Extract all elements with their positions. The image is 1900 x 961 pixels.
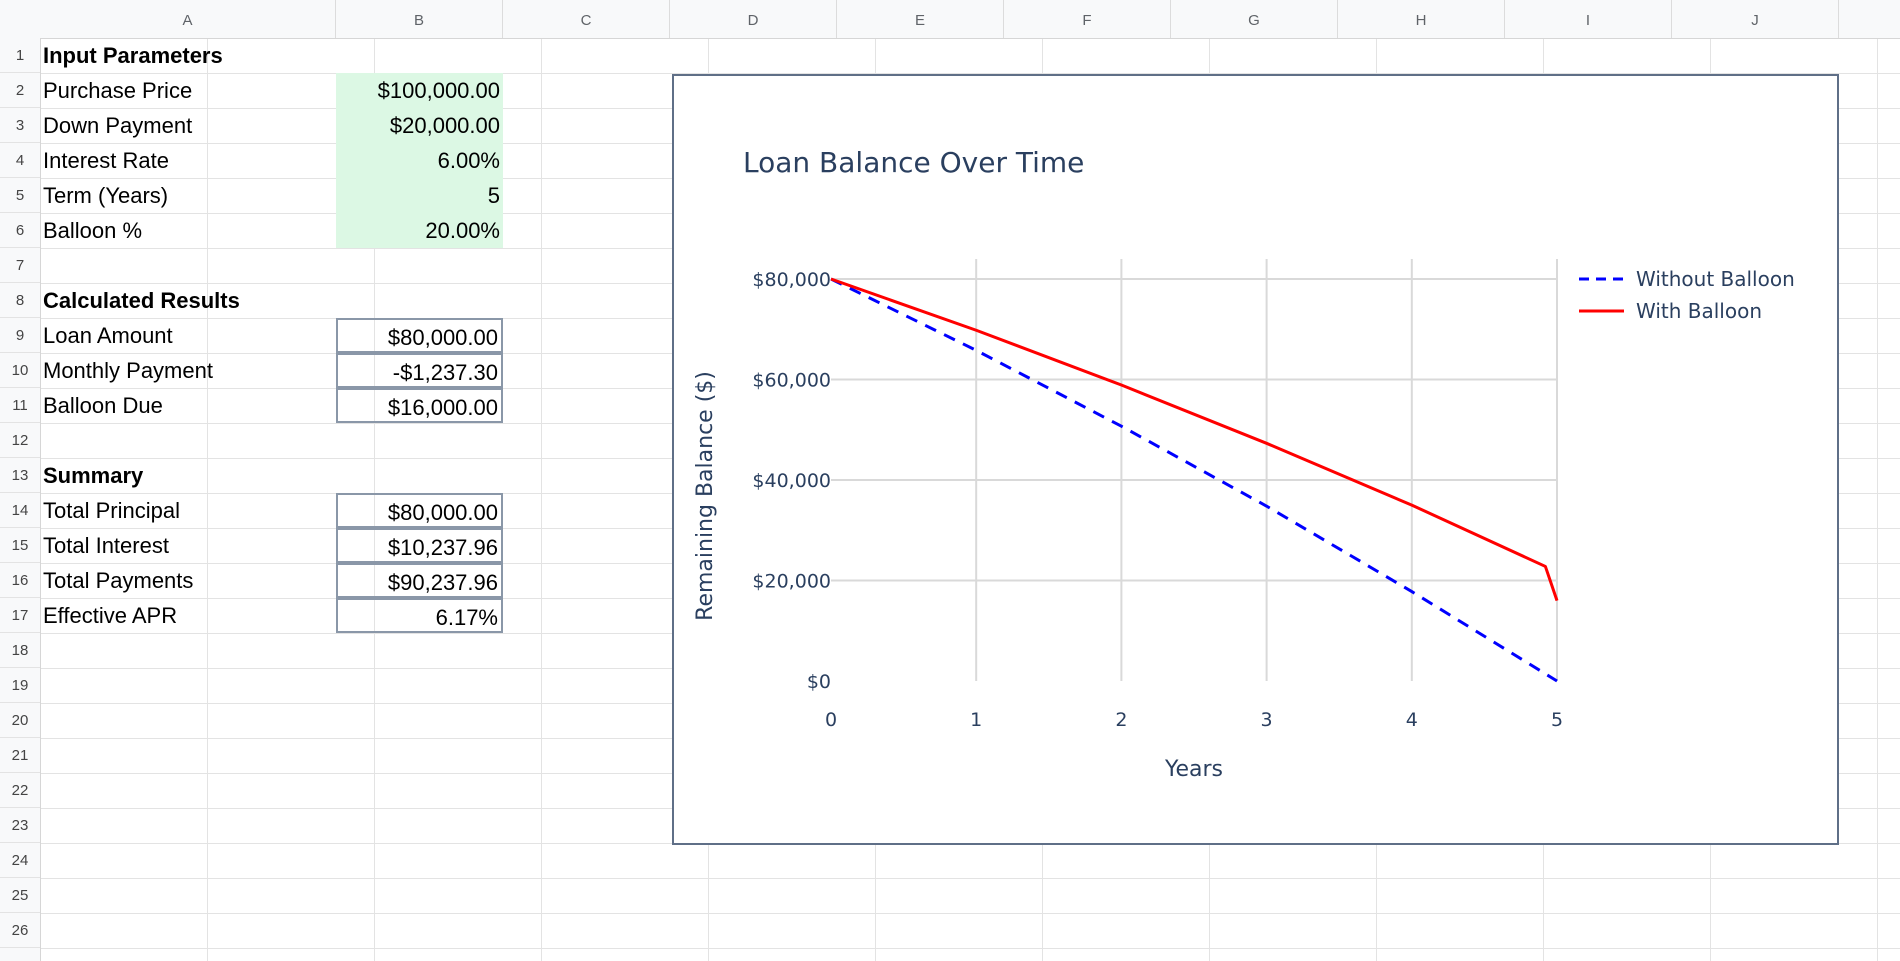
column-header-g[interactable]: G [1171, 0, 1338, 38]
row-header[interactable]: 3 [0, 108, 40, 143]
row-header[interactable]: 26 [0, 913, 40, 948]
input-label-down-payment[interactable]: Down Payment [43, 113, 193, 138]
loan-balance-chart[interactable]: Loan Balance Over Time Years Remaining B… [672, 74, 1839, 845]
column-header-j[interactable]: J [1672, 0, 1839, 38]
row-header-bar: 1 2 3 4 5 6 7 8 9 10 11 12 13 14 15 16 1… [0, 38, 41, 961]
chart-y-tick-label: $40,000 [752, 470, 831, 492]
input-label-balloon-percent[interactable]: Balloon % [43, 218, 143, 243]
row-header[interactable]: 5 [0, 178, 40, 213]
column-header-d[interactable]: D [670, 0, 837, 38]
row-header[interactable]: 2 [0, 73, 40, 108]
row-header[interactable]: 6 [0, 213, 40, 248]
chart-canvas: Loan Balance Over Time Years Remaining B… [693, 146, 1795, 782]
summary-label-total-principal[interactable]: Total Principal [43, 498, 180, 523]
column-header-bar: A B C D E F G H I J [0, 0, 1900, 39]
row-header[interactable]: 9 [0, 318, 40, 353]
chart-y-tick-label: $0 [807, 671, 831, 693]
column-header-f[interactable]: F [1004, 0, 1171, 38]
row-header[interactable]: 10 [0, 353, 40, 388]
summary-label-total-payments[interactable]: Total Payments [43, 568, 194, 593]
chart-series [830, 277, 1559, 683]
column-header-c[interactable]: C [503, 0, 670, 38]
summary-label-total-interest[interactable]: Total Interest [43, 533, 169, 558]
result-value-loan-amount[interactable]: $80,000.00 [336, 318, 503, 353]
chart-series-line-with-balloon[interactable] [830, 277, 1559, 602]
section-title-input-parameters[interactable]: Input Parameters [43, 43, 223, 68]
summary-value-effective-apr[interactable]: 6.17% [336, 598, 503, 633]
legend-label-without-balloon[interactable]: Without Balloon [1636, 267, 1795, 291]
summary-value-total-principal[interactable]: $80,000.00 [336, 493, 503, 528]
chart-x-tick-label: 0 [825, 709, 837, 731]
chart-series-line-without-balloon[interactable] [830, 277, 1558, 683]
chart-x-tick-label: 2 [1115, 709, 1127, 731]
row-header[interactable]: 23 [0, 808, 40, 843]
row-header[interactable]: 1 [0, 38, 40, 73]
chart-y-tick-label: $20,000 [752, 571, 831, 593]
row-header[interactable]: 12 [0, 423, 40, 458]
row-header[interactable]: 13 [0, 458, 40, 493]
chart-x-tick-label: 1 [970, 709, 982, 731]
summary-value-total-payments[interactable]: $90,237.96 [336, 563, 503, 598]
chart-y-ticks: $0 $20,000 $40,000 $60,000 $80,000 [752, 269, 831, 693]
column-header-i[interactable]: I [1505, 0, 1672, 38]
result-label-balloon-due[interactable]: Balloon Due [43, 393, 163, 418]
row-header[interactable]: 20 [0, 703, 40, 738]
chart-x-axis-label: Years [1164, 757, 1223, 782]
row-header[interactable]: 15 [0, 528, 40, 563]
result-value-balloon-due[interactable]: $16,000.00 [336, 388, 503, 423]
row-header[interactable]: 4 [0, 143, 40, 178]
row-header[interactable]: 14 [0, 493, 40, 528]
row-header[interactable]: 11 [0, 388, 40, 423]
chart-title: Loan Balance Over Time [743, 146, 1084, 179]
column-header-a[interactable]: A [40, 0, 336, 38]
input-value-down-payment[interactable]: $20,000.00 [336, 108, 503, 143]
row-header[interactable]: 21 [0, 738, 40, 773]
row-header[interactable]: 7 [0, 248, 40, 283]
chart-y-tick-label: $80,000 [752, 269, 831, 291]
row-header[interactable]: 16 [0, 563, 40, 598]
chart-x-tick-label: 5 [1551, 709, 1563, 731]
row-header[interactable]: 18 [0, 633, 40, 668]
row-header[interactable]: 25 [0, 878, 40, 913]
input-value-term-years[interactable]: 5 [336, 178, 503, 213]
chart-legend[interactable]: Without Balloon With Balloon [1579, 267, 1795, 323]
input-value-purchase-price[interactable]: $100,000.00 [336, 73, 503, 108]
input-label-interest-rate[interactable]: Interest Rate [43, 148, 169, 173]
result-label-loan-amount[interactable]: Loan Amount [43, 323, 173, 348]
input-value-interest-rate[interactable]: 6.00% [336, 143, 503, 178]
result-label-monthly-payment[interactable]: Monthly Payment [43, 358, 213, 383]
section-title-calculated-results[interactable]: Calculated Results [43, 288, 240, 313]
result-value-monthly-payment[interactable]: -$1,237.30 [336, 353, 503, 388]
chart-y-axis-label: Remaining Balance ($) [693, 371, 718, 621]
summary-label-effective-apr[interactable]: Effective APR [43, 603, 178, 628]
row-header[interactable]: 24 [0, 843, 40, 878]
summary-value-total-interest[interactable]: $10,237.96 [336, 528, 503, 563]
legend-label-with-balloon[interactable]: With Balloon [1636, 299, 1762, 323]
section-title-summary[interactable]: Summary [43, 463, 144, 488]
row-header[interactable]: 22 [0, 773, 40, 808]
row-header[interactable]: 8 [0, 283, 40, 318]
column-header-e[interactable]: E [837, 0, 1004, 38]
input-value-balloon-percent[interactable]: 20.00% [336, 213, 503, 248]
column-header-b[interactable]: B [336, 0, 503, 38]
chart-y-tick-label: $60,000 [752, 370, 831, 392]
chart-x-ticks: 0 1 2 3 4 5 [825, 709, 1563, 731]
row-header[interactable]: 19 [0, 668, 40, 703]
input-label-purchase-price[interactable]: Purchase Price [43, 78, 193, 103]
chart-grid [831, 259, 1558, 681]
chart-x-tick-label: 4 [1406, 709, 1418, 731]
input-label-term-years[interactable]: Term (Years) [43, 183, 169, 208]
column-header-h[interactable]: H [1338, 0, 1505, 38]
chart-x-tick-label: 3 [1261, 709, 1273, 731]
row-header[interactable]: 17 [0, 598, 40, 633]
